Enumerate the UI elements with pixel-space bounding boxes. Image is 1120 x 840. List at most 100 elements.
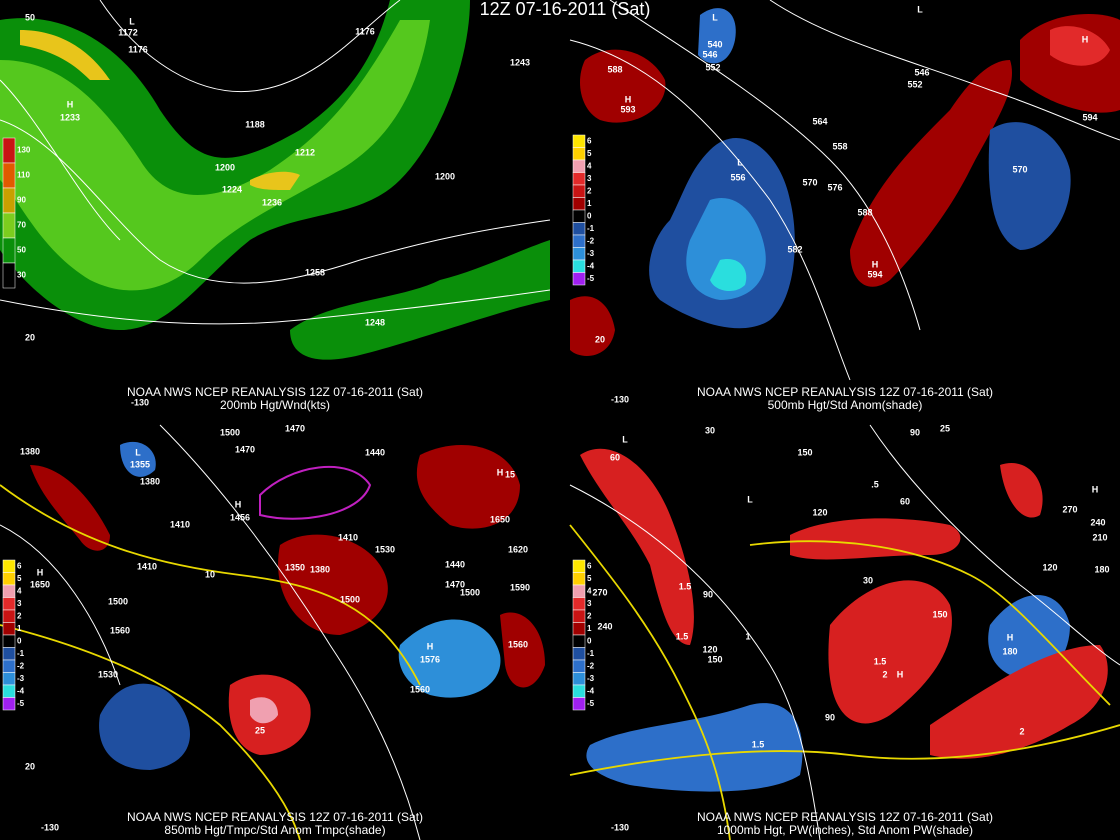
contour-label: 1380 xyxy=(140,476,160,486)
colorbar-swatch xyxy=(572,647,586,661)
contour-label: 1620 xyxy=(508,544,528,554)
colorbar-swatch xyxy=(572,559,586,573)
contour-label: 150 xyxy=(932,609,947,619)
contour-label: 593 xyxy=(620,104,635,114)
contour-label: 240 xyxy=(1090,517,1105,527)
contour-label: 50 xyxy=(25,12,35,22)
colorbar-label: 1 xyxy=(587,624,592,633)
contour-label: H xyxy=(37,567,44,577)
contour-label: 558 xyxy=(832,141,847,151)
colorbar-label: 6 xyxy=(587,136,592,145)
contour-label: 1248 xyxy=(365,317,385,327)
colorbar-label: 5 xyxy=(587,574,592,583)
colorbar-label: 6 xyxy=(587,561,592,570)
panel-text: 1301109070503050H1233L117211761188120012… xyxy=(2,4,1110,837)
colorbar-label: 2 xyxy=(587,611,592,620)
colorbar-label: -3 xyxy=(587,674,595,683)
contour-label: 540 xyxy=(707,39,722,49)
contour-label: 15 xyxy=(505,469,515,479)
contour-label: 1500 xyxy=(220,427,240,437)
contour-label: 1350 xyxy=(285,562,305,572)
colorbar-label: 5 xyxy=(17,574,22,583)
contour-label: H xyxy=(497,467,504,477)
contour-label: H xyxy=(872,259,879,269)
contour-label: 1440 xyxy=(365,447,385,457)
contour-label: 1576 xyxy=(420,654,440,664)
contour-label: 546 xyxy=(914,67,929,77)
contour-label: 588 xyxy=(857,207,872,217)
colorbar-swatch xyxy=(572,184,586,198)
colorbar-swatch xyxy=(572,259,586,273)
colorbar-swatch xyxy=(2,622,16,636)
contour-label: 90 xyxy=(825,712,835,722)
contour-label: 552 xyxy=(705,62,720,72)
colorbar-label: 5 xyxy=(587,149,592,158)
contour-label: 1470 xyxy=(285,423,305,433)
colorbar-swatch xyxy=(572,622,586,636)
colorbar-label: 90 xyxy=(17,196,26,205)
colorbar-label: 30 xyxy=(17,271,26,280)
colorbar-label: 4 xyxy=(587,586,592,595)
panel-subtitle: 200mb Hgt/Wnd(kts) xyxy=(220,398,330,412)
contour-label: H xyxy=(1082,34,1089,44)
contour-label: 25 xyxy=(255,725,265,735)
colorbar-label: -1 xyxy=(17,649,25,658)
contour-label: 1500 xyxy=(340,594,360,604)
colorbar-label: 1 xyxy=(17,624,22,633)
contour-label: 594 xyxy=(1082,112,1097,122)
contour-label: 1188 xyxy=(245,119,265,129)
panel-subtitle: 500mb Hgt/Std Anom(shade) xyxy=(768,398,923,412)
contour-label: H xyxy=(1092,484,1099,494)
contour-label: 1224 xyxy=(222,184,242,194)
contour-label: L xyxy=(129,16,135,26)
contour-label: 2 xyxy=(882,669,887,679)
panel-shading xyxy=(569,0,1120,381)
colorbar-swatch xyxy=(572,209,586,223)
contour-label: 594 xyxy=(867,269,882,279)
contour-label: 120 xyxy=(702,644,717,654)
contour-label: 20 xyxy=(595,334,605,344)
colorbar-swatch xyxy=(572,659,586,673)
contour-label: 1243 xyxy=(510,57,530,67)
colorbar-label: -4 xyxy=(17,686,25,695)
contour-label: 552 xyxy=(907,79,922,89)
contour-label: 1470 xyxy=(445,579,465,589)
contour-label: 1.5 xyxy=(752,739,765,749)
contour-label: H xyxy=(427,641,434,651)
colorbar-swatch xyxy=(2,647,16,661)
colorbar-swatch xyxy=(2,584,16,598)
colorbar-label: 0 xyxy=(587,211,592,220)
colorbar-swatch xyxy=(2,162,16,189)
contour-label: L xyxy=(712,12,718,22)
contour-label: -130 xyxy=(611,394,629,404)
contour-label: 1410 xyxy=(338,532,358,542)
colorbar-label: 50 xyxy=(17,246,26,255)
contour-label: 1212 xyxy=(295,147,315,157)
contour-label: 20 xyxy=(25,332,35,342)
colorbar-label: -2 xyxy=(587,661,595,670)
contour-label: L xyxy=(135,447,141,457)
colorbar-label: 0 xyxy=(587,636,592,645)
contour-label: 582 xyxy=(787,244,802,254)
contour-label: 150 xyxy=(797,447,812,457)
colorbar-swatch xyxy=(572,272,586,286)
contour-label: 1.5 xyxy=(676,631,689,641)
colorbar-label: -5 xyxy=(17,699,25,708)
colorbar-swatch xyxy=(2,559,16,573)
contour-label: 1172 xyxy=(118,27,138,37)
colorbar-swatch xyxy=(2,659,16,673)
contour-label: 60 xyxy=(900,496,910,506)
colorbar-swatch xyxy=(2,684,16,698)
colorbar-label: 2 xyxy=(17,611,22,620)
colorbar-label: -1 xyxy=(587,224,595,233)
contour-label: 210 xyxy=(1092,532,1107,542)
contour-label: 1 xyxy=(745,631,750,641)
contour-label: 1.5 xyxy=(874,656,887,666)
colorbar-label: 110 xyxy=(17,171,30,180)
contour-label: 1.5 xyxy=(679,581,692,591)
colorbar-label: 0 xyxy=(17,636,22,645)
contour-label: H xyxy=(235,499,242,509)
colorbar-swatch xyxy=(2,697,16,711)
colorbar-label: 1 xyxy=(587,199,592,208)
